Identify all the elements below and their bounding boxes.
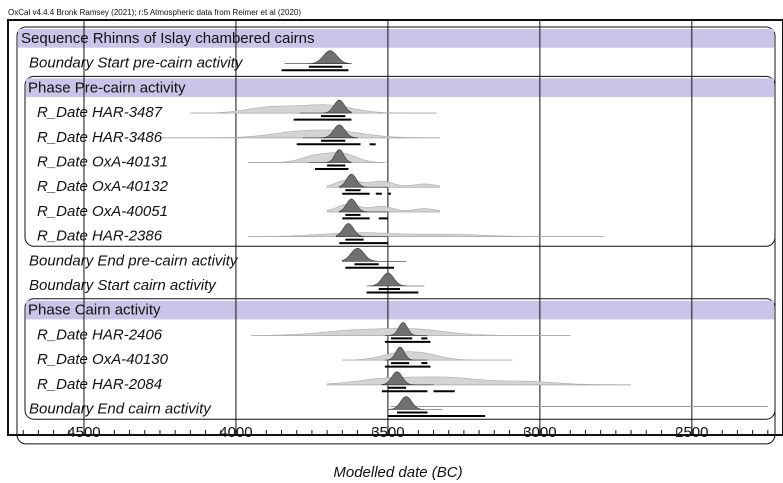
row-label: R_Date OxA-40132: [37, 178, 169, 195]
posterior-distribution: [338, 173, 388, 188]
group-bands: [16, 26, 776, 445]
posterior-distribution: [335, 223, 388, 237]
posterior-distribution: [299, 99, 352, 114]
prior-distribution: [190, 104, 437, 114]
row-labels: Sequence Rhinns of Islay chambered cairn…: [21, 30, 315, 418]
posterior-distribution: [302, 124, 358, 139]
tick-label: 3500: [371, 424, 404, 441]
row-label: Boundary End cairn activity: [29, 401, 212, 418]
posterior-distribution: [284, 50, 352, 64]
prior-distribution: [248, 152, 386, 163]
tick-label: 4000: [219, 424, 252, 441]
posterior-distribution: [384, 322, 428, 336]
tick-label: 4500: [67, 424, 100, 441]
prior-distribution: [251, 328, 571, 336]
row-label: R_Date HAR-2406: [37, 326, 163, 343]
row-label: R_Date OxA-40051: [37, 203, 168, 220]
group-frame: [24, 298, 776, 420]
tick-label: 3000: [523, 424, 556, 441]
row-label: Boundary Start cairn activity: [29, 277, 217, 294]
group-title-band: [26, 78, 774, 98]
row-label: R_Date HAR-3486: [37, 129, 163, 146]
posterior-distribution: [341, 247, 407, 262]
posterior-distribution: [338, 198, 388, 213]
plot-frame: [7, 19, 783, 436]
row-label: R_Date HAR-3487: [37, 104, 163, 121]
group-title: Phase Pre-cairn activity: [28, 79, 186, 96]
prior-distribution: [342, 351, 513, 361]
posterior-distribution: [387, 396, 443, 410]
prior-distribution: [248, 232, 604, 237]
row-label: R_Date OxA-40131: [37, 154, 168, 171]
x-axis-label: Modelled date (BC): [333, 464, 462, 481]
tick-label: 2500: [675, 424, 708, 441]
prior-distribution: [159, 129, 440, 139]
prior-distribution: [326, 376, 632, 386]
group-title-band: [26, 300, 774, 320]
row-label: Boundary End pre-cairn activity: [29, 252, 239, 269]
x-axis: 4500 4000 3500 3000 2500: [7, 19, 783, 441]
posterior-distribution: [366, 272, 425, 287]
group-frame: [24, 75, 776, 247]
group-title-band: [18, 29, 774, 48]
group-title: Sequence Rhinns of Islay chambered cairn…: [21, 30, 315, 47]
posterior-distribution: [308, 149, 352, 163]
group-title: Phase Cairn activity: [28, 302, 161, 319]
row-label: R_Date OxA-40130: [37, 351, 169, 368]
posterior-distribution: [381, 371, 434, 386]
distributions: [159, 50, 768, 417]
posterior-distribution: [384, 346, 428, 361]
row-label: R_Date HAR-2084: [37, 376, 162, 393]
software-credit: OxCal v4.4.4 Bronk Ramsey (2021); r:5 At…: [8, 8, 301, 17]
row-label: R_Date HAR-2386: [37, 228, 163, 245]
row-label: Boundary Start pre-cairn activity: [29, 55, 244, 72]
